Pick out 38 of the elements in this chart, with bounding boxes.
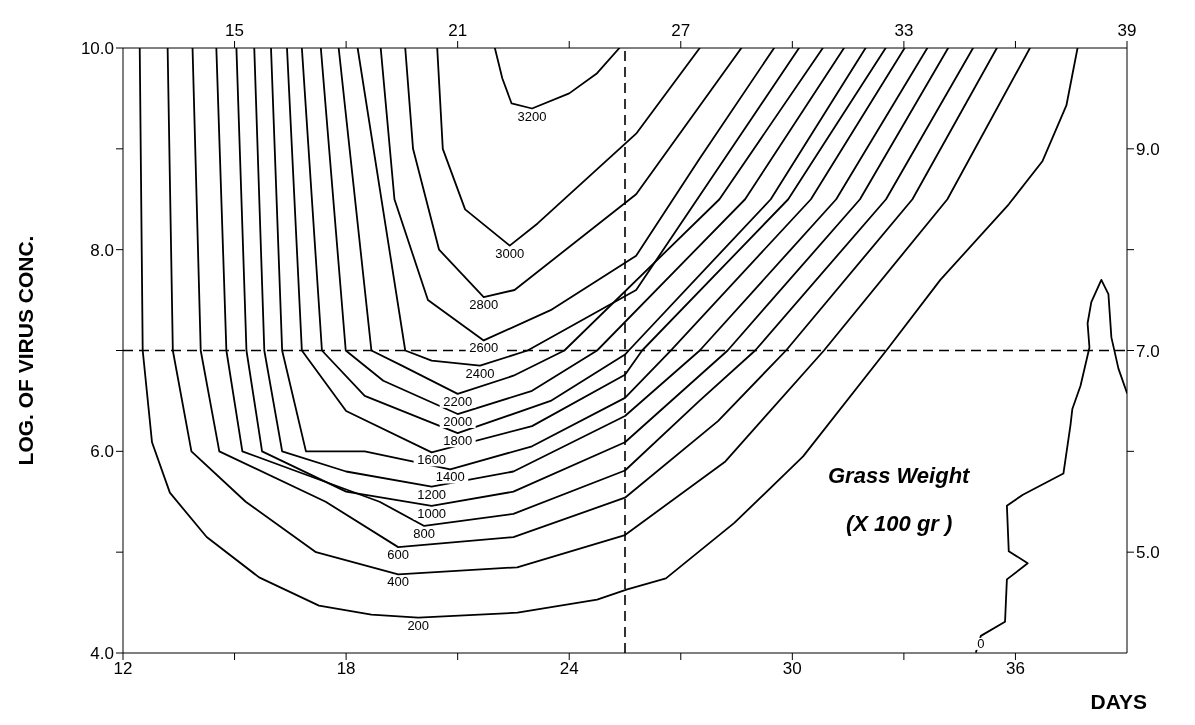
- x2-tick-label: 21: [448, 21, 468, 40]
- y-tick-label: 8.0: [90, 240, 114, 260]
- y-tick-label: 6.0: [90, 442, 114, 462]
- y2-tick-label: 7.0: [1136, 341, 1160, 361]
- x-tick-label: 12: [113, 659, 133, 679]
- series-label: 3000: [495, 245, 525, 261]
- y-tick-label: 10.0: [80, 39, 114, 59]
- series-label: 2400: [465, 365, 495, 381]
- series-label: 600: [387, 547, 410, 563]
- series-label: 3200: [517, 108, 547, 124]
- x2-tick-label: 15: [225, 21, 245, 40]
- series-label: 1600: [417, 452, 447, 468]
- series-label: 1000: [417, 505, 447, 521]
- y2-tick-label: 9.0: [1136, 139, 1160, 159]
- x-tick-label: 24: [559, 659, 579, 679]
- x-tick-label: 30: [782, 659, 802, 679]
- series-label: 800: [413, 525, 436, 541]
- series-label: 2200: [443, 393, 473, 409]
- series-label: 2800: [469, 297, 499, 313]
- x2-tick-label: 39: [1117, 21, 1137, 40]
- x-tick-label: 18: [336, 659, 356, 679]
- y-axis-title: LOG. OF VIRUS CONC.: [14, 235, 38, 466]
- x2-tick-label: 27: [671, 21, 691, 40]
- y2-tick-label: 5.0: [1136, 543, 1160, 563]
- series-label: 400: [387, 574, 410, 590]
- annotation: Grass Weight: [828, 463, 970, 489]
- x-tick-label: 36: [1005, 659, 1025, 679]
- x-axis-title: DAYS: [1090, 690, 1147, 714]
- y-tick-label: 4.0: [90, 644, 114, 664]
- series-label: 1200: [417, 486, 447, 502]
- series-label: 1400: [435, 469, 465, 485]
- series-label: 200: [407, 617, 430, 633]
- series-label: 2600: [469, 340, 499, 356]
- x2-tick-label: 33: [894, 21, 914, 40]
- series-label: 0: [977, 635, 985, 651]
- series-label: 1800: [443, 433, 473, 449]
- series-label: 2000: [443, 414, 473, 430]
- annotation: (X 100 gr ): [846, 511, 953, 537]
